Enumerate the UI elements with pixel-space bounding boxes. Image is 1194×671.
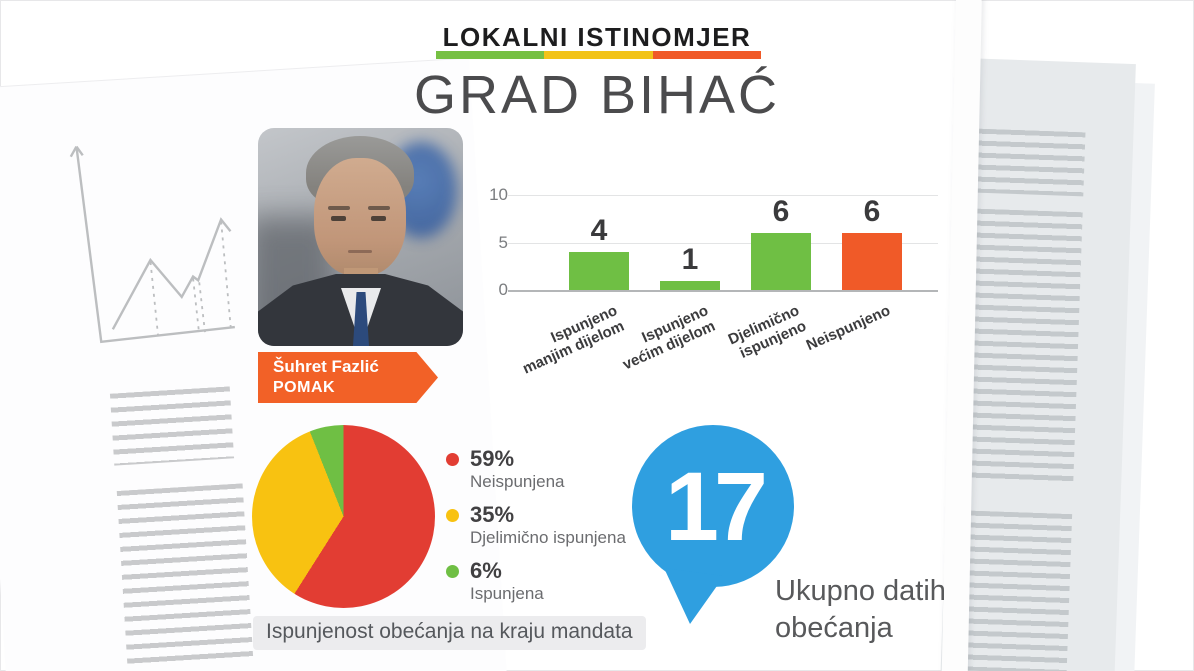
y-tick-label: 0 bbox=[498, 280, 508, 299]
photo-face bbox=[314, 158, 406, 276]
brand-title: LOKALNI ISTINOMJER bbox=[442, 22, 752, 52]
legend-dot bbox=[446, 564, 459, 578]
text-placeholder-lines bbox=[116, 483, 254, 667]
bar bbox=[569, 252, 629, 290]
pie-legend: 59% Neispunjena 35% Djelimično ispunjena 6% I… bbox=[446, 447, 666, 615]
stripe-yellow bbox=[544, 51, 653, 59]
politician-name: Šuhret Fazlić bbox=[273, 357, 379, 376]
y-tick-label: 5 bbox=[498, 232, 508, 252]
politician-badge: Šuhret Fazlić POMAK bbox=[258, 352, 438, 403]
portrait-photo bbox=[258, 128, 463, 346]
gridline bbox=[508, 195, 938, 196]
legend-dot bbox=[446, 452, 459, 466]
stripe-green bbox=[436, 51, 545, 59]
legend-label: Neispunjena bbox=[470, 472, 565, 491]
bar bbox=[842, 233, 902, 290]
politician-party: POMAK bbox=[273, 379, 336, 396]
bar bbox=[751, 233, 811, 290]
gridline bbox=[508, 242, 938, 244]
text-placeholder-lines bbox=[109, 386, 235, 466]
photo-brow bbox=[328, 206, 350, 210]
bar bbox=[660, 280, 720, 290]
legend-percentage: 59% bbox=[470, 446, 515, 471]
photo-mouth bbox=[348, 250, 372, 253]
legend-percentage: 6% bbox=[470, 558, 502, 583]
y-tick-label: 10 bbox=[489, 185, 508, 204]
stripe-orange bbox=[652, 51, 761, 59]
photo-brow bbox=[368, 206, 390, 210]
bar-value-label: 6 bbox=[772, 195, 790, 228]
legend-entry: 35% Djelimično ispunjena bbox=[446, 503, 666, 548]
legend-dot bbox=[446, 508, 459, 522]
bar-value-label: 1 bbox=[681, 242, 699, 276]
total-promises-value: 17 bbox=[665, 452, 764, 561]
legend-entry: 6% Ispunjena bbox=[446, 559, 666, 604]
photo-eye bbox=[371, 216, 386, 221]
pie-caption: Ispunjenost obećanja na kraju mandata bbox=[253, 616, 646, 650]
bar-value-label: 4 bbox=[590, 214, 608, 247]
page-title: GRAD BIHAĆ bbox=[413, 65, 781, 125]
bar-value-label: 6 bbox=[863, 195, 881, 228]
total-promises-bubble: 17 bbox=[632, 425, 794, 624]
tricolor-stripe bbox=[436, 51, 761, 59]
text-placeholder-lines bbox=[965, 128, 1086, 197]
promises-bar-chart: 10 5 0 4 Ispunjeno manjim dijelom 1 Ispunjeno … bbox=[480, 185, 950, 377]
sketch-line-chart bbox=[69, 145, 235, 344]
photo-eye bbox=[331, 216, 346, 221]
x-axis-baseline bbox=[508, 290, 938, 292]
legend-label: Ispunjena bbox=[470, 584, 544, 603]
photo-tie bbox=[353, 292, 369, 346]
legend-label: Djelimično ispunjena bbox=[470, 528, 626, 547]
total-promises-label: Ukupno datih obećanja bbox=[775, 575, 946, 644]
promises-pie-chart bbox=[252, 425, 435, 608]
legend-percentage: 35% bbox=[470, 502, 515, 527]
legend-entry: 59% Neispunjena bbox=[446, 447, 666, 492]
